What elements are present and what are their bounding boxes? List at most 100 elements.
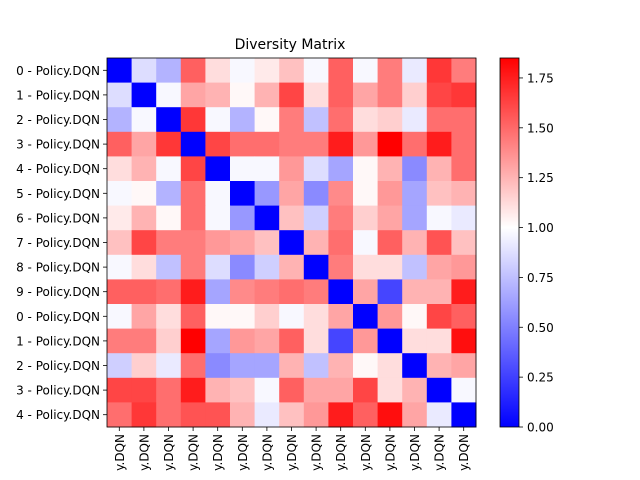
heatmap-cell bbox=[426, 131, 452, 157]
heatmap-cell bbox=[451, 156, 477, 182]
heatmap-cell bbox=[328, 353, 354, 379]
heatmap-cell bbox=[180, 205, 206, 231]
heatmap-cell bbox=[254, 254, 280, 280]
heatmap-cell bbox=[377, 377, 403, 403]
heatmap-cell bbox=[279, 156, 305, 182]
heatmap-cell bbox=[303, 156, 329, 182]
heatmap-cell bbox=[107, 328, 133, 354]
heatmap-cell bbox=[230, 107, 256, 133]
heatmap-cell bbox=[180, 107, 206, 133]
heatmap-cell bbox=[107, 107, 133, 133]
heatmap-cell bbox=[402, 328, 428, 354]
heatmap-cell bbox=[156, 304, 182, 330]
heatmap-cell bbox=[254, 230, 280, 256]
heatmap-cell bbox=[279, 279, 305, 305]
heatmap-cell bbox=[303, 58, 329, 84]
colorbar-tick-label: 0.75 bbox=[527, 271, 554, 285]
heatmap-cell bbox=[377, 328, 403, 354]
heatmap-cell bbox=[353, 230, 379, 256]
heatmap-cell bbox=[279, 402, 305, 428]
heatmap-cell bbox=[451, 230, 477, 256]
heatmap-cell bbox=[205, 353, 231, 379]
heatmap-cell bbox=[426, 254, 452, 280]
col-tick-label: y.DQN bbox=[236, 434, 250, 471]
heatmap-cell bbox=[328, 304, 354, 330]
heatmap-cell bbox=[303, 377, 329, 403]
heatmap-cell bbox=[328, 82, 354, 108]
heatmap-cell bbox=[353, 131, 379, 157]
heatmap-cell bbox=[303, 107, 329, 133]
heatmap-cell bbox=[353, 58, 379, 84]
heatmap-cell bbox=[377, 304, 403, 330]
heatmap-cell bbox=[328, 131, 354, 157]
heatmap-cell bbox=[451, 328, 477, 354]
heatmap-cell bbox=[230, 353, 256, 379]
heatmap-cell bbox=[180, 131, 206, 157]
colorbar-tick-label: 0.00 bbox=[527, 421, 554, 435]
heatmap-cell bbox=[205, 156, 231, 182]
heatmap-cell bbox=[156, 402, 182, 428]
heatmap-cell bbox=[328, 279, 354, 305]
heatmap-cell bbox=[328, 402, 354, 428]
heatmap-cell bbox=[230, 58, 256, 84]
heatmap-cell bbox=[279, 131, 305, 157]
heatmap-cell bbox=[254, 205, 280, 231]
heatmap-cell bbox=[180, 353, 206, 379]
heatmap-cell bbox=[328, 181, 354, 207]
heatmap-cell bbox=[451, 181, 477, 207]
heatmap-cell bbox=[180, 230, 206, 256]
heatmap-cell bbox=[279, 254, 305, 280]
heatmap-cell bbox=[377, 82, 403, 108]
heatmap-cell bbox=[205, 402, 231, 428]
heatmap-cell bbox=[426, 107, 452, 133]
heatmap-cell bbox=[156, 254, 182, 280]
heatmap-cell bbox=[426, 402, 452, 428]
col-tick-label: y.DQN bbox=[285, 434, 299, 471]
heatmap-cell bbox=[328, 377, 354, 403]
heatmap-cell bbox=[131, 58, 157, 84]
heatmap-cell bbox=[303, 353, 329, 379]
col-tick-label: y.DQN bbox=[334, 434, 348, 471]
heatmap-cell bbox=[377, 230, 403, 256]
heatmap-cell bbox=[230, 82, 256, 108]
heatmap-cell bbox=[279, 82, 305, 108]
heatmap-cell bbox=[402, 82, 428, 108]
heatmap-cell bbox=[303, 131, 329, 157]
heatmap-cell bbox=[156, 82, 182, 108]
heatmap-cell bbox=[377, 279, 403, 305]
heatmap-cell bbox=[180, 402, 206, 428]
heatmap-cell bbox=[451, 131, 477, 157]
heatmap-cell bbox=[254, 353, 280, 379]
colorbar-tick-label: 1.25 bbox=[527, 171, 554, 185]
heatmap-cell bbox=[402, 230, 428, 256]
heatmap-cell bbox=[156, 353, 182, 379]
heatmap-cell bbox=[156, 328, 182, 354]
chart-title: Diversity Matrix bbox=[235, 37, 346, 53]
heatmap-cell bbox=[107, 402, 133, 428]
heatmap-cell bbox=[402, 254, 428, 280]
heatmap-cell bbox=[131, 131, 157, 157]
heatmap-cell bbox=[131, 107, 157, 133]
heatmap-cell bbox=[303, 205, 329, 231]
heatmap-cell bbox=[279, 58, 305, 84]
heatmap-cell bbox=[131, 279, 157, 305]
heatmap-cell bbox=[205, 230, 231, 256]
heatmap-cell bbox=[303, 279, 329, 305]
heatmap-cell bbox=[230, 205, 256, 231]
heatmap-cell bbox=[353, 328, 379, 354]
col-tick-label: y.DQN bbox=[408, 434, 422, 471]
heatmap-cell bbox=[303, 402, 329, 428]
colorbar bbox=[499, 57, 520, 428]
heatmap-cell bbox=[131, 254, 157, 280]
col-tick-label: y.DQN bbox=[137, 434, 151, 471]
heatmap-cell bbox=[402, 181, 428, 207]
heatmap-cell bbox=[107, 181, 133, 207]
heatmap-cell bbox=[353, 181, 379, 207]
row-tick-label: 8 - Policy.DQN bbox=[16, 261, 100, 275]
heatmap-cell bbox=[377, 107, 403, 133]
heatmap-cell bbox=[402, 156, 428, 182]
heatmap-cell bbox=[279, 107, 305, 133]
heatmap-cell bbox=[279, 353, 305, 379]
heatmap-cell bbox=[377, 205, 403, 231]
row-tick-label: 2 - Policy.DQN bbox=[16, 113, 100, 127]
